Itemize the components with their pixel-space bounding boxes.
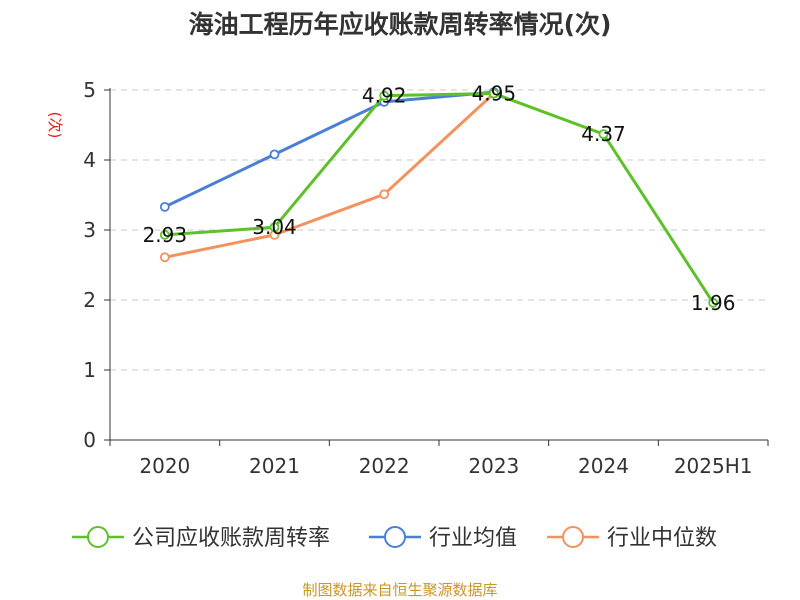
data-point [488,88,499,99]
x-tick-label: 2021 [249,454,300,478]
axes: 0 1 2 3 4 5 2020 2021 2022 2023 2024 2025H1 [83,78,769,478]
legend-item[interactable]: 行业中位数 [547,526,717,551]
data-point [708,297,719,308]
series-line [164,90,494,209]
y-axis-label-group: (次) [46,112,64,139]
data-point [379,90,390,101]
data-label: 4.92 [362,84,407,108]
y-tick-label: 0 [83,428,96,452]
series-line [164,92,495,259]
data-point [269,149,280,160]
legend-marker [87,526,109,548]
y-tick-label: 1 [83,358,96,382]
legend-label: 公司应收账款周转率 [132,526,330,551]
series-line [164,92,715,304]
data-label: 1.96 [691,291,736,315]
legend-item[interactable]: 公司应收账款周转率 [72,526,330,551]
y-tick-label: 4 [83,148,96,172]
data-point [379,189,390,200]
data-label: 4.37 [581,122,626,146]
legend[interactable]: 公司应收账款周转率 行业均值 行业中位数 [72,526,717,551]
data-label: 2.93 [143,223,188,247]
legend-marker [562,526,584,548]
x-tick-label: 2023 [468,454,519,478]
legend-marker [384,526,406,548]
data-point [159,252,170,263]
data-label: 3.04 [252,215,297,239]
data-point [598,129,609,140]
y-axis-label: (次) [46,112,64,139]
chart-title: 海油工程历年应收账款周转率情况(次) [189,10,612,39]
gridlines [110,89,768,371]
data-labels: 2.93 3.04 4.92 4.95 4.37 1.96 [143,82,736,315]
x-tick-label: 2024 [578,454,629,478]
legend-item[interactable]: 行业均值 [369,526,517,551]
data-point [159,201,170,212]
legend-label: 行业均值 [429,526,517,551]
y-tick-label: 3 [83,218,96,242]
legend-label: 行业中位数 [607,526,717,551]
x-tick-label: 2022 [359,454,410,478]
x-tick-label: 2025H1 [674,454,753,478]
source-note: 制图数据来自恒生聚源数据库 [302,581,497,599]
y-tick-label: 2 [83,288,96,312]
x-tick-label: 2020 [139,454,190,478]
y-tick-label: 5 [83,78,96,102]
data-label: 4.95 [472,82,517,106]
data-point [159,229,170,240]
data-point [269,222,280,233]
series-group [159,87,719,308]
